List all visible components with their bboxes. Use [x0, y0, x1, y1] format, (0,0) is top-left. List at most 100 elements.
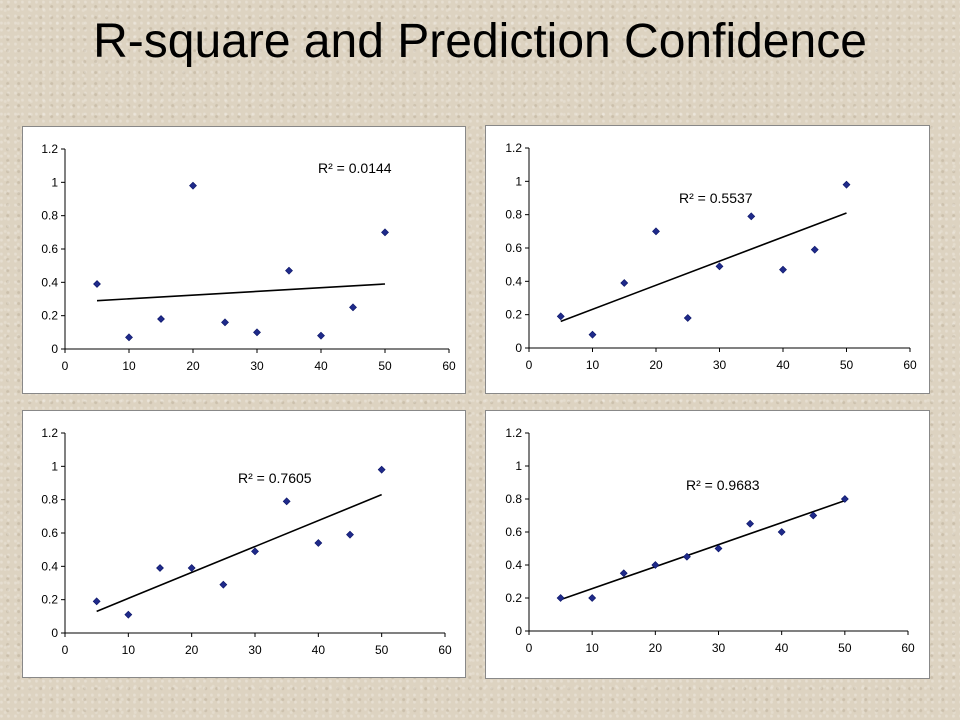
y-tick-label: 0.6: [41, 242, 58, 256]
x-tick-label: 50: [375, 643, 389, 657]
chart-panel-3: 0 0.2 0.4 0.6 0.8 1 1.2 0 10 20 30 40 50 60 R² = 0.760…: [22, 410, 466, 678]
data-point: [809, 511, 818, 520]
x-tick-label: 10: [122, 643, 136, 657]
data-point: [620, 279, 629, 287]
data-point: [746, 519, 755, 528]
data-point: [556, 312, 565, 321]
y-tick-label: 0.6: [41, 526, 58, 540]
data-point: [219, 580, 228, 589]
y-tick-label: 0: [51, 342, 58, 356]
x-tick-label: 0: [62, 643, 69, 657]
data-point: [187, 564, 196, 572]
data-point: [652, 227, 660, 236]
y-tick-label: 0.6: [505, 241, 522, 255]
r-squared-label: R² = 0.9683: [686, 477, 760, 493]
y-tick-label: 0.2: [41, 593, 58, 607]
trendline: [96, 283, 386, 302]
x-tick-label: 20: [649, 641, 663, 655]
x-tick-label: 50: [378, 359, 392, 373]
x-tick-label: 60: [442, 359, 456, 373]
x-tick-label: 10: [585, 641, 599, 655]
x-tick-label: 50: [838, 641, 852, 655]
y-tick-label: 0.8: [505, 208, 522, 222]
data-point: [715, 262, 724, 271]
scatter-chart-4: 0 0.2 0.4 0.6 0.8 1 1.2 0 10 20 30 40 50 60 R² = 0.968…: [505, 426, 915, 655]
x-tick-label: 0: [526, 358, 533, 372]
data-point: [282, 497, 291, 506]
data-point: [157, 315, 165, 323]
data-point: [682, 552, 691, 561]
data-point: [714, 544, 723, 553]
y-tick-label: 1: [51, 175, 58, 189]
data-point: [619, 569, 628, 578]
y-tick-label: 0.4: [505, 274, 522, 288]
trendline: [96, 493, 382, 613]
chart-panel-4: 0 0.2 0.4 0.6 0.8 1 1.2 0 10 20 30 40 50 60 R² = 0.968…: [485, 410, 930, 679]
x-tick-label: 40: [776, 358, 790, 372]
data-point: [842, 180, 851, 189]
data-point: [747, 212, 756, 221]
data-point: [588, 330, 597, 339]
data-point: [381, 228, 389, 237]
data-point: [189, 181, 197, 190]
data-point: [810, 245, 819, 254]
x-tick-label: 50: [840, 358, 854, 372]
data-point: [253, 328, 261, 337]
y-tick-label: 0.2: [41, 309, 58, 323]
scatter-chart-2: 0 0.2 0.4 0.6 0.8 1 1.2 0 10 20 30 40 50 60 R² = 0.553…: [505, 141, 917, 372]
x-tick-label: 30: [712, 641, 726, 655]
y-tick-label: 1: [515, 174, 522, 188]
x-tick-label: 60: [903, 358, 917, 372]
x-tick-label: 30: [250, 359, 264, 373]
data-point: [125, 333, 133, 342]
data-point: [346, 530, 354, 539]
data-point: [683, 314, 692, 322]
x-tick-label: 20: [649, 358, 663, 372]
x-tick-label: 40: [314, 359, 328, 373]
x-tick-label: 10: [122, 359, 136, 373]
y-tick-label: 0: [515, 624, 522, 638]
trendline: [560, 499, 846, 601]
x-tick-label: 40: [312, 643, 326, 657]
data-point: [251, 547, 259, 556]
y-tick-label: 0.8: [41, 209, 58, 223]
y-tick-label: 0: [515, 341, 522, 355]
data-point: [285, 266, 293, 275]
y-tick-label: 0.4: [41, 559, 58, 573]
data-point: [377, 465, 386, 474]
data-point: [779, 265, 787, 274]
x-tick-label: 30: [713, 358, 727, 372]
x-tick-label: 60: [901, 641, 915, 655]
y-tick-label: 0.4: [505, 558, 522, 572]
data-point: [651, 561, 660, 569]
y-tick-label: 1: [51, 459, 58, 473]
y-tick-label: 1.2: [41, 426, 58, 440]
y-tick-label: 0.8: [41, 493, 58, 507]
data-point: [556, 594, 565, 602]
x-tick-label: 30: [248, 643, 262, 657]
data-point: [156, 564, 164, 572]
x-tick-label: 0: [62, 359, 69, 373]
data-point: [314, 539, 323, 547]
y-tick-label: 1: [515, 459, 522, 473]
data-point: [221, 318, 229, 327]
data-point: [317, 331, 325, 340]
x-tick-label: 20: [185, 643, 199, 657]
y-tick-label: 0.2: [505, 308, 522, 322]
y-tick-label: 0.2: [505, 591, 522, 605]
x-tick-label: 20: [186, 359, 200, 373]
x-tick-label: 60: [438, 643, 452, 657]
data-point: [124, 610, 133, 619]
chart-panel-2: 0 0.2 0.4 0.6 0.8 1 1.2 0 10 20 30 40 50 60 R² = 0.553…: [485, 125, 930, 394]
x-tick-label: 10: [586, 358, 600, 372]
data-point: [92, 597, 101, 606]
r-squared-label: R² = 0.0144: [318, 160, 392, 176]
data-point: [840, 495, 849, 503]
y-tick-label: 0: [51, 626, 58, 640]
slide-title: R-square and Prediction Confidence: [93, 15, 867, 68]
y-tick-label: 1.2: [505, 426, 522, 440]
y-tick-label: 1.2: [41, 142, 58, 156]
x-tick-label: 0: [526, 641, 533, 655]
r-squared-label: R² = 0.5537: [679, 190, 753, 206]
data-point: [349, 303, 357, 312]
